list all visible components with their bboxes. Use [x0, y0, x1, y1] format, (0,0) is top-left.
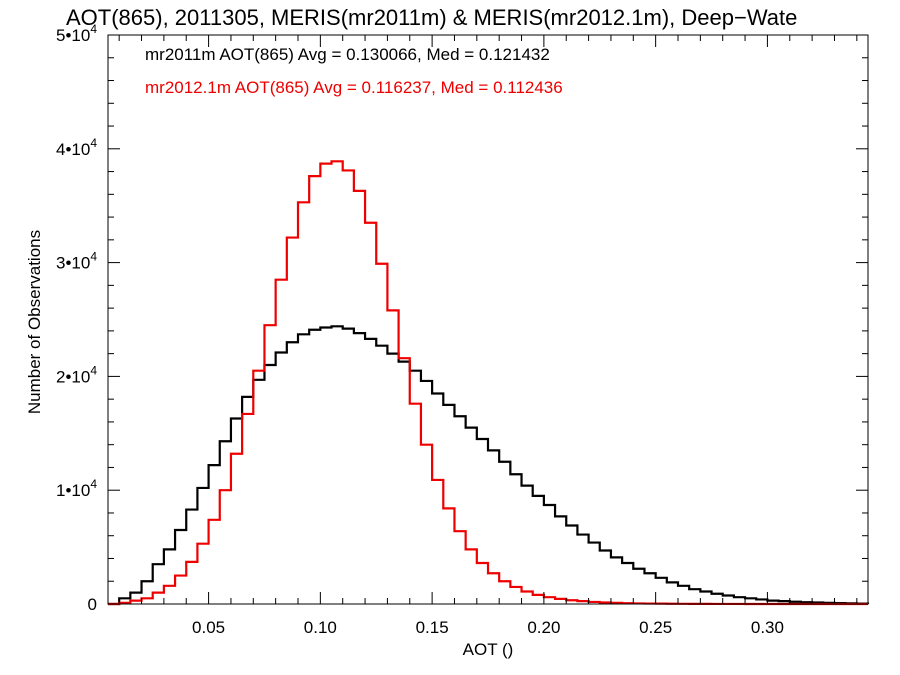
- stats-annotation-mr2011m: mr2011m AOT(865) Avg = 0.130066, Med = 0…: [145, 45, 550, 64]
- y-axis-label: Number of Observations: [25, 230, 44, 414]
- series-line-0: [108, 325, 870, 606]
- x-tick-label: 0.10: [304, 618, 337, 637]
- y-tick-label: 3•104: [56, 250, 97, 273]
- plot-frame: [107, 34, 869, 605]
- stats-annotation-mr2012-1m: mr2012.1m AOT(865) Avg = 0.116237, Med =…: [145, 78, 563, 97]
- y-tick-label: 5•104: [56, 22, 97, 45]
- x-tick-label: 0.20: [527, 618, 560, 637]
- x-tick-label: 0.05: [192, 618, 225, 637]
- x-tick-label: 0.25: [639, 618, 672, 637]
- y-tick-label: 2•104: [56, 363, 97, 386]
- y-tick-label: 1•104: [56, 477, 97, 500]
- chart-title: AOT(865), 2011305, MERIS(mr2011m) & MERI…: [66, 5, 797, 30]
- y-tick-label: 0: [88, 595, 97, 614]
- x-tick-label: 0.30: [751, 618, 784, 637]
- x-tick-label: 0.15: [416, 618, 449, 637]
- y-tick-label: 4•104: [56, 136, 97, 159]
- x-axis-label: AOT (): [463, 640, 514, 659]
- plot-area: 0.05 0.10 0.15 0.20 0.25 0.30 0 1•104 2•104 3•104…: [56, 22, 870, 637]
